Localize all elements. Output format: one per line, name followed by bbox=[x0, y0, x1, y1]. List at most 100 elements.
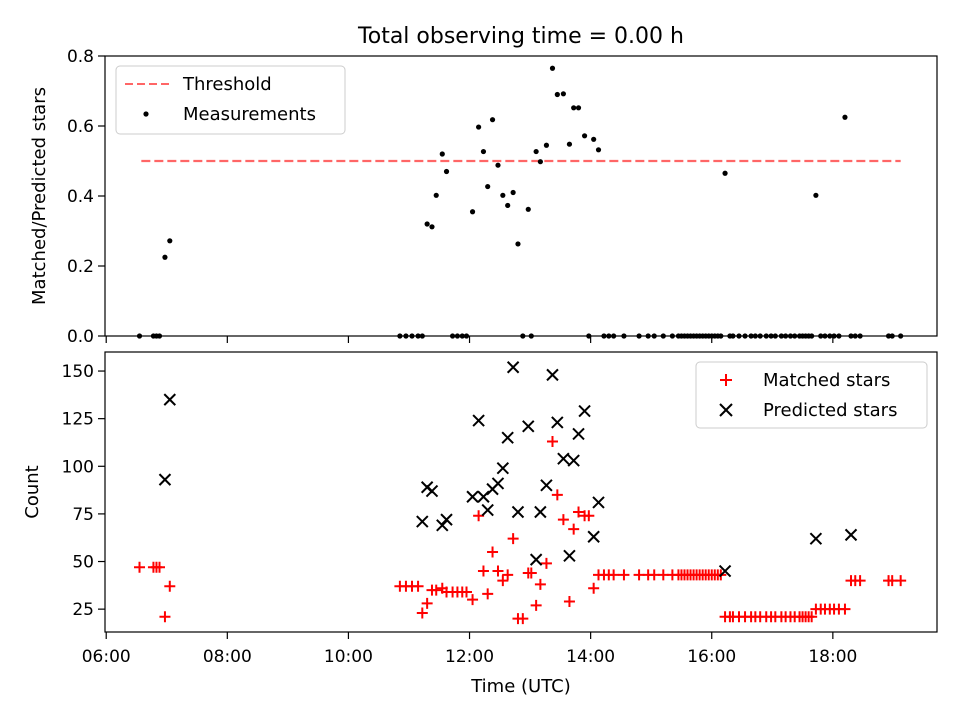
predicted-star-point bbox=[844, 528, 858, 542]
measurement-point bbox=[575, 105, 582, 111]
measurement-point bbox=[485, 183, 491, 190]
matched-star-point bbox=[159, 611, 171, 623]
measurement-point bbox=[571, 105, 577, 111]
matched-star-point bbox=[467, 594, 479, 606]
predicted-star-point bbox=[416, 515, 429, 528]
bottom-y-tick-label: 125 bbox=[62, 410, 94, 430]
measurement-point bbox=[510, 189, 516, 196]
bottom-y-tick-label: 100 bbox=[62, 457, 94, 477]
matched-star-point bbox=[461, 586, 473, 598]
predicted-star-point bbox=[477, 490, 490, 503]
predicted-star-point bbox=[546, 368, 559, 382]
measurement-point bbox=[537, 159, 543, 165]
measurement-point bbox=[469, 209, 476, 215]
measurement-point bbox=[167, 238, 173, 244]
predicted-star-point bbox=[718, 564, 732, 578]
matched-star-point bbox=[412, 580, 424, 592]
top-y-ticks: 0.0 0.2 0.4 0.6 0.8 bbox=[67, 47, 105, 347]
legend-measurements-swatch bbox=[143, 111, 149, 117]
bottom-y-tick-label: 150 bbox=[62, 362, 94, 382]
matched-star-point bbox=[497, 575, 509, 587]
predicted-star-point bbox=[511, 505, 525, 519]
predicted-star-point bbox=[587, 530, 600, 543]
legend-matched-label: Matched stars bbox=[763, 370, 890, 391]
matched-star-point bbox=[588, 582, 600, 594]
measurement-point bbox=[439, 151, 445, 157]
bottom-legend: Matched stars Predicted stars bbox=[695, 361, 928, 429]
bottom-y-tick-label: 50 bbox=[72, 553, 94, 573]
matched-star-point bbox=[573, 506, 585, 518]
predicted-star-point bbox=[158, 473, 172, 486]
x-tick-label: 08:00 bbox=[203, 647, 252, 667]
matched-star-point bbox=[563, 596, 575, 608]
predicted-star-point bbox=[567, 454, 580, 467]
x-axis-label: Time (UTC) bbox=[470, 676, 571, 697]
measurement-point bbox=[554, 91, 560, 98]
x-tick-label: 16:00 bbox=[687, 647, 736, 667]
measurement-point bbox=[813, 192, 819, 198]
legend-predicted-swatch bbox=[719, 403, 733, 417]
predicted-star-point bbox=[551, 416, 564, 429]
measurement-point bbox=[581, 133, 588, 139]
top-y-tick-label: 0.4 bbox=[67, 187, 94, 207]
measurement-point bbox=[162, 254, 168, 260]
measurement-point bbox=[525, 206, 531, 212]
measurement-point bbox=[595, 147, 602, 153]
legend-measurements-label: Measurements bbox=[183, 104, 316, 125]
bottom-legend-box bbox=[695, 361, 928, 429]
top-x-ticks bbox=[105, 336, 834, 343]
top-legend: Threshold Measurements bbox=[115, 65, 346, 135]
top-y-axis-label: Matched/Predicted stars bbox=[29, 87, 50, 305]
matched-star-point bbox=[568, 523, 580, 535]
measurement-point bbox=[429, 224, 435, 230]
x-tick-label: 10:00 bbox=[324, 647, 373, 667]
predicted-star-point bbox=[578, 404, 591, 418]
bottom-y-tick-label: 25 bbox=[72, 600, 94, 620]
matched-star-point bbox=[534, 578, 546, 590]
measurement-point bbox=[500, 192, 506, 198]
measurement-point bbox=[722, 170, 728, 176]
predicted-star-point bbox=[534, 505, 547, 519]
measurement-point bbox=[533, 148, 539, 155]
predicted-star-point bbox=[522, 420, 535, 433]
predicted-star-point bbox=[540, 479, 553, 492]
predicted-star-point bbox=[529, 553, 543, 566]
matched-star-point bbox=[164, 580, 176, 592]
matched-star-point bbox=[430, 584, 442, 596]
measurement-point bbox=[443, 168, 450, 175]
matched-star-point bbox=[618, 569, 630, 581]
measurement-point bbox=[515, 241, 521, 247]
measurement-point bbox=[566, 141, 573, 147]
x-tick-label: 12:00 bbox=[445, 647, 494, 667]
matched-star-point bbox=[473, 510, 485, 522]
top-legend-box bbox=[115, 65, 346, 135]
predicted-star-point bbox=[440, 513, 453, 526]
predicted-star-point bbox=[481, 503, 494, 517]
top-y-tick-label: 0.0 bbox=[67, 327, 94, 347]
measurement-point bbox=[549, 65, 556, 71]
matched-star-point bbox=[608, 569, 620, 581]
matched-star-point bbox=[525, 567, 537, 579]
matched-star-point bbox=[839, 603, 851, 615]
measurement-point bbox=[424, 221, 430, 227]
top-y-tick-label: 0.2 bbox=[67, 257, 94, 277]
matched-star-point bbox=[530, 599, 542, 611]
predicted-star-point bbox=[592, 496, 605, 509]
matched-star-point bbox=[421, 597, 433, 609]
matched-star-point bbox=[895, 575, 907, 587]
matched-star-point bbox=[502, 569, 514, 581]
measurement-point bbox=[560, 91, 566, 97]
bottom-y-ticks: 25 50 75 100 125 150 bbox=[62, 362, 105, 620]
predicted-star-point bbox=[496, 461, 510, 475]
predicted-star-point bbox=[472, 414, 485, 427]
measurement-point bbox=[842, 114, 848, 120]
measurement-point bbox=[505, 202, 511, 209]
bottom-y-tick-label: 75 bbox=[72, 505, 94, 525]
predicted-star-point bbox=[436, 519, 449, 532]
bottom-marks bbox=[134, 361, 907, 625]
measurement-point bbox=[476, 124, 482, 130]
x-tick-label: 14:00 bbox=[566, 647, 615, 667]
matched-star-point bbox=[487, 546, 499, 558]
predicted-star-point bbox=[501, 431, 514, 444]
